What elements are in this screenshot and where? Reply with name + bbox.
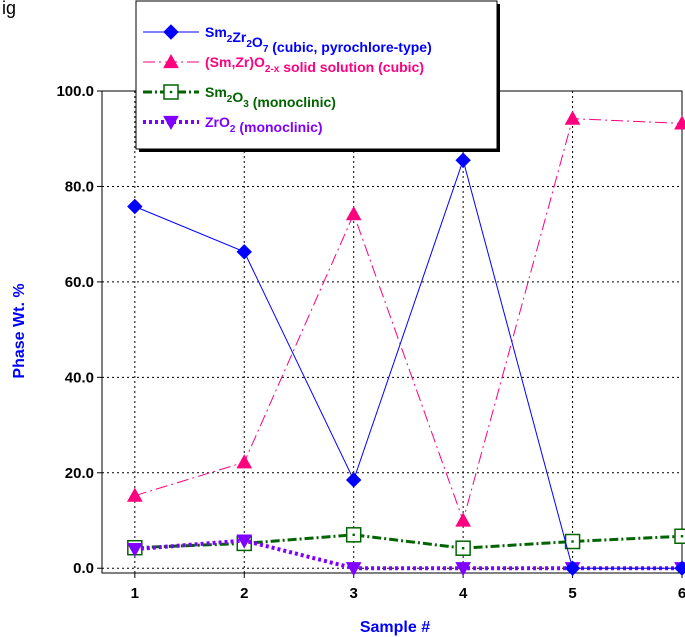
series-0 — [127, 152, 685, 576]
series-1 — [126, 110, 685, 527]
legend-marker — [163, 115, 179, 131]
plot-frame — [101, 90, 683, 574]
legend-label: Sm2O3 (monoclinic) — [205, 84, 336, 110]
data-point — [455, 512, 471, 527]
data-point — [455, 152, 471, 168]
data-point — [674, 115, 685, 130]
data-point — [345, 562, 362, 577]
legend-box — [135, 0, 498, 150]
data-point — [345, 206, 362, 221]
y-tick-label: 0.0 — [73, 560, 94, 577]
y-tick-label: 60.0 — [65, 274, 94, 291]
series-line — [134, 538, 682, 571]
y-axis-label: Phase Wt. % — [11, 283, 28, 378]
legend-label: ZrO2 (monoclinic) — [205, 114, 323, 135]
x-tick-label: 2 — [240, 585, 248, 602]
data-point — [564, 110, 581, 125]
data-point — [236, 454, 253, 469]
data-point — [455, 562, 471, 577]
y-tick-label: 80.0 — [65, 178, 94, 195]
x-axis-label: Sample # — [360, 619, 430, 636]
series-line — [134, 118, 683, 523]
y-tick-label: 100.0 — [56, 83, 94, 100]
data-point — [236, 534, 253, 549]
x-tick-label: 6 — [678, 585, 685, 602]
header-text: ig — [2, 0, 16, 18]
data-point — [236, 244, 252, 260]
x-tick-label: 4 — [459, 585, 468, 602]
marker-center — [680, 535, 684, 538]
marker-center — [169, 90, 173, 94]
data-point — [127, 198, 143, 215]
series-2 — [127, 527, 685, 556]
legend-label: (Sm,Zr)O2-x solid solution (cubic) — [205, 54, 424, 75]
data-point — [126, 543, 143, 558]
y-tick-label: 40.0 — [65, 369, 94, 386]
legend-label: Sm2Zr2O7 (cubic, pyrochlore-type) — [205, 24, 432, 55]
legend-marker — [163, 53, 179, 69]
data-point — [126, 487, 143, 502]
data-point — [674, 528, 685, 545]
legend-marker — [163, 24, 179, 40]
series-group — [126, 110, 685, 577]
x-tick-label: 1 — [131, 585, 139, 602]
x-axis-ticks: 1 2 3 4 5 6 — [131, 573, 685, 602]
y-tick-label: 20.0 — [65, 465, 94, 482]
data-point — [345, 472, 362, 488]
marker-center — [352, 533, 355, 537]
marker-center — [461, 546, 465, 550]
y-axis-ticks: 0.0 20.0 40.0 60.0 80.0 100.0 — [56, 83, 102, 577]
data-point — [674, 560, 685, 576]
x-tick-label: 5 — [568, 585, 576, 602]
marker-center — [571, 540, 574, 543]
legend: Sm2Zr2O7 (cubic, pyrochlore-type)(Sm,Zr)… — [135, 0, 500, 152]
x-tick-label: 3 — [350, 585, 358, 602]
data-point — [564, 560, 581, 576]
series-line — [134, 533, 683, 550]
series-line — [134, 158, 682, 569]
grid-lines — [102, 91, 682, 573]
